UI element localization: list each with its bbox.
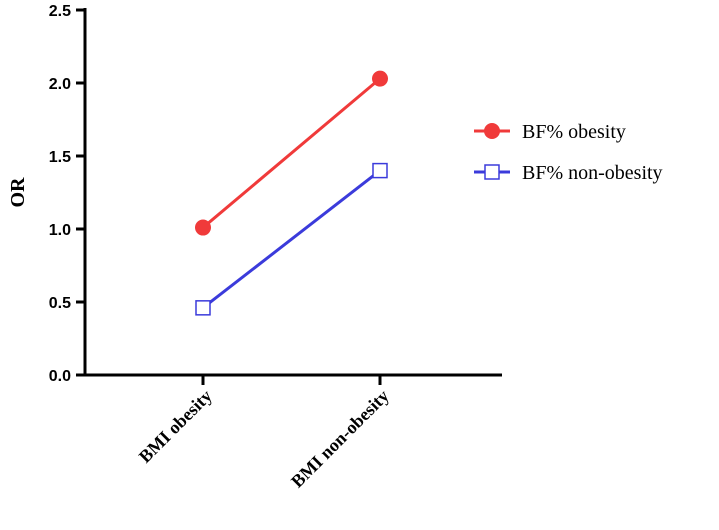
y-tick-label: 0.5 (49, 295, 71, 312)
data-point (195, 219, 211, 236)
legend-marker (484, 123, 500, 139)
legend: BF% obesity BF% non-obesity (474, 121, 663, 184)
x-ticks: BMI obesity BMI non-obesity (135, 375, 393, 491)
y-tick-label: 2.0 (49, 76, 71, 93)
y-tick-label: 2.5 (49, 3, 71, 20)
series-line-1 (202, 169, 381, 310)
legend-label: BF% obesity (522, 121, 626, 143)
series-line-0 (202, 77, 381, 229)
data-point (195, 300, 211, 316)
y-tick-label: 1.0 (49, 222, 71, 239)
legend-label: BF% non-obesity (522, 162, 663, 184)
x-tick-label: BMI obesity (135, 386, 216, 467)
axes (83, 8, 502, 377)
data-point (372, 162, 388, 179)
y-tick-label: 0.0 (49, 368, 71, 385)
y-ticks: 0.0 0.5 1.0 1.5 2.0 2.5 (49, 3, 85, 385)
data-point (372, 70, 388, 87)
y-axis-title: OR (7, 177, 29, 208)
series-layer (195, 70, 388, 316)
x-tick-label: BMI non-obesity (287, 386, 393, 492)
y-tick-label: 1.5 (49, 149, 71, 166)
legend-marker (484, 164, 500, 180)
